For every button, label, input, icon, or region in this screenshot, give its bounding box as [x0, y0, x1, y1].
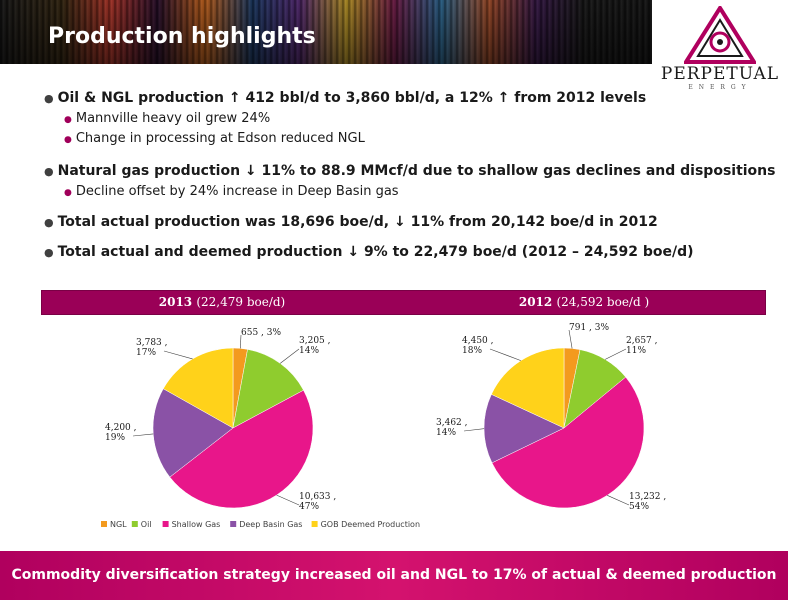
- legend-swatch-shallow-gas: [162, 521, 169, 527]
- data-label-oil: 2,657 , 11%: [626, 336, 658, 356]
- pie-slice-gob-deemed-production: [491, 347, 565, 429]
- footer-banner: Commodity diversification strategy incre…: [0, 551, 788, 600]
- legend-label-deep-basin-gas: Deep Basin Gas: [239, 520, 302, 529]
- bullet-dot-icon: ●: [44, 246, 54, 259]
- logo-triangle-icon: [684, 6, 756, 64]
- bullet-natural-gas: ● Natural gas production ↓ 11% to 88.9 MM…: [44, 163, 775, 179]
- leader-line: [163, 350, 193, 360]
- sub-bullet-deep-basin: ● Decline offset by 24% increase in Deep …: [64, 184, 399, 199]
- leader-line: [132, 433, 154, 437]
- pie-slice-shallow-gas: [491, 376, 645, 509]
- bullet-text: Total actual production was 18,696 boe/d…: [57, 214, 658, 230]
- pie-slice-deep-basin-gas: [152, 388, 234, 478]
- leader-line: [240, 334, 242, 349]
- sub-bullet-edson: ● Change in processing at Edson reduced N…: [64, 131, 365, 146]
- legend-label-ngl: NGL: [110, 520, 127, 529]
- chart-header-2012: 2012 (24,592 boe/d ): [404, 295, 764, 309]
- pie-slice-deep-basin-gas: [483, 394, 565, 464]
- legend-swatch-deep-basin-gas: [230, 521, 237, 527]
- chart-header-bar: 2013 (22,479 boe/d) 2012 (24,592 boe/d ): [41, 290, 766, 315]
- data-label-deep-basin-gas: 4,200 , 19%: [105, 423, 137, 443]
- legend-swatch-gob-deemed-production: [311, 521, 318, 527]
- sub-bullet-mannville: ● Mannville heavy oil grew 24%: [64, 111, 270, 126]
- bullet-text: Total actual and deemed production ↓ 9% …: [57, 244, 694, 260]
- pie-slice-shallow-gas: [169, 389, 314, 509]
- data-label-shallow-gas: 13,232 , 54%: [629, 492, 666, 512]
- sub-bullet-dot-icon: ●: [64, 115, 72, 125]
- leader-line: [605, 348, 627, 360]
- footer-text: Commodity diversification strategy incre…: [11, 567, 777, 583]
- legend-swatch-oil: [131, 521, 138, 527]
- pie-charts-area: 655 , 3% 3,205 , 14% 10,633 , 47% 4,200 , 19% 3…: [41, 313, 764, 541]
- logo-name: PERPETUAL: [660, 64, 780, 84]
- bullet-total-deemed: ● Total actual and deemed production ↓ 9%…: [44, 244, 694, 260]
- legend-label-oil: Oil: [141, 520, 152, 529]
- data-label-ngl: 655 , 3%: [241, 328, 281, 338]
- bullet-text: Oil & NGL production ↑ 412 bbl/d to 3,86…: [57, 90, 647, 106]
- data-label-ngl: 791 , 3%: [569, 323, 609, 333]
- leader-line: [276, 494, 300, 506]
- sub-bullet-dot-icon: ●: [64, 135, 72, 145]
- bullet-text: Natural gas production ↓ 11% to 88.9 MMc…: [57, 163, 776, 179]
- chart-header-total: (24,592 boe/d ): [556, 295, 650, 309]
- pie-slice-gob-deemed-production: [162, 347, 234, 429]
- bullet-oil-ngl: ● Oil & NGL production ↑ 412 bbl/d to 3,8…: [44, 90, 646, 106]
- data-label-gob-deemed-production: 4,450 , 18%: [462, 336, 494, 356]
- pie-slice-oil: [232, 349, 304, 429]
- legend-label-shallow-gas: Shallow Gas: [172, 520, 221, 529]
- leader-line: [489, 348, 522, 361]
- data-label-gob-deemed-production: 3,783 , 17%: [136, 338, 168, 358]
- sub-bullet-dot-icon: ●: [64, 188, 72, 198]
- leader-line: [463, 428, 485, 432]
- chart-header-year: 2012: [518, 295, 553, 309]
- logo-subtitle: ENERGY: [688, 84, 752, 91]
- company-logo: PERPETUAL ENERGY: [652, 0, 788, 100]
- leader-line: [280, 348, 300, 364]
- bullet-dot-icon: ●: [44, 165, 54, 178]
- bullet-total-actual: ● Total actual production was 18,696 boe/…: [44, 214, 658, 230]
- page-title: Production highlights: [48, 24, 316, 49]
- sub-bullet-text: Mannville heavy oil grew 24%: [75, 111, 271, 126]
- sub-bullet-text: Change in processing at Edson reduced NG…: [75, 131, 365, 146]
- chart-header-total: (22,479 boe/d): [196, 295, 286, 309]
- sub-bullet-text: Decline offset by 24% increase in Deep B…: [75, 184, 399, 199]
- chart-header-2013: 2013 (22,479 boe/d): [42, 295, 402, 309]
- legend-label-gob-deemed-production: GOB Deemed Production: [321, 520, 420, 529]
- leader-line: [607, 495, 630, 506]
- bullet-dot-icon: ●: [44, 92, 54, 105]
- chart-header-year: 2013: [158, 295, 193, 309]
- bullet-dot-icon: ●: [44, 216, 54, 229]
- pie-charts-svg: 655 , 3% 3,205 , 14% 10,633 , 47% 4,200 , 19% 3…: [101, 323, 666, 529]
- data-label-oil: 3,205 , 14%: [299, 336, 331, 356]
- data-label-deep-basin-gas: 3,462 , 14%: [436, 418, 468, 438]
- data-label-shallow-gas: 10,633 , 47%: [299, 492, 336, 512]
- legend-swatch-ngl: [101, 521, 107, 527]
- leader-line: [568, 329, 573, 349]
